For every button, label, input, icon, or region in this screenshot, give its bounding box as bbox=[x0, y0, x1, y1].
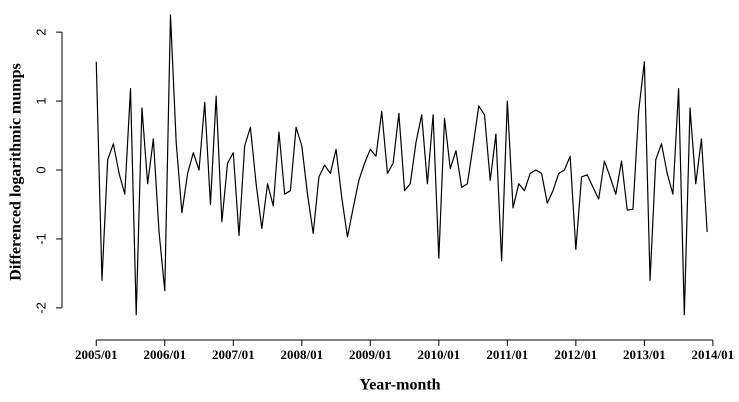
x-tick-label: 2009/01 bbox=[349, 347, 392, 362]
x-axis-label: Year-month bbox=[359, 377, 440, 394]
y-tick-label: 1 bbox=[33, 97, 48, 104]
y-tick-label: -2 bbox=[33, 302, 48, 314]
y-tick-label: -1 bbox=[33, 233, 48, 245]
y-tick-label: 0 bbox=[33, 166, 48, 173]
x-tick-label: 2011/01 bbox=[486, 347, 528, 362]
x-tick-label: 2006/01 bbox=[143, 347, 186, 362]
y-tick-label: 2 bbox=[33, 29, 48, 36]
x-tick-label: 2013/01 bbox=[623, 347, 666, 362]
data-line bbox=[95, 14, 708, 316]
x-tick-label: 2010/01 bbox=[418, 347, 461, 362]
x-tick-label: 2007/01 bbox=[212, 347, 255, 362]
x-tick-label: 2005/01 bbox=[75, 347, 118, 362]
x-tick-label: 2014/01 bbox=[692, 347, 735, 362]
x-tick-label: 2008/01 bbox=[280, 347, 323, 362]
x-tick-label: 2012/01 bbox=[555, 347, 598, 362]
y-axis-label: Differenced logarithmic mumps bbox=[8, 63, 25, 280]
